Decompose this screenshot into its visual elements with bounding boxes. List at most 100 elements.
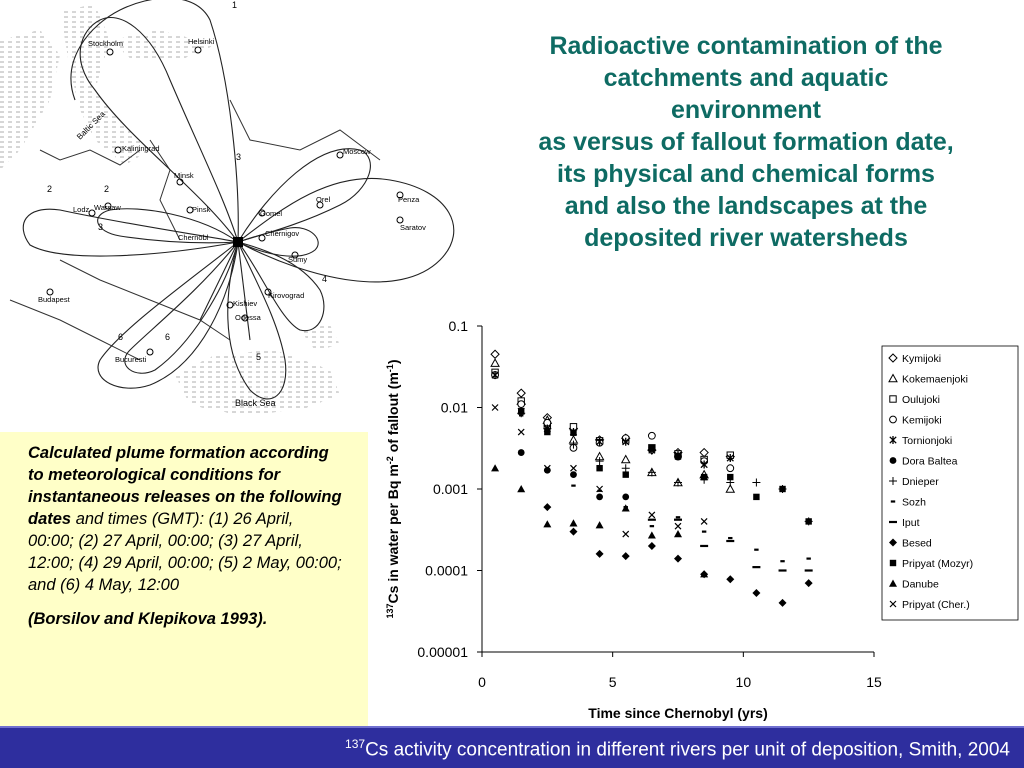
data-point (805, 518, 812, 525)
y-label-superscript: -2 (385, 456, 395, 464)
data-point (752, 588, 761, 597)
plume-number-6b: 6 (165, 332, 170, 342)
y-label-superscript: -1 (385, 364, 395, 372)
title-line: as versus of fallout formation date, (538, 128, 954, 156)
city-penza: Penza (398, 195, 420, 204)
data-point (622, 471, 629, 478)
plume-6-outer (97, 241, 239, 389)
data-point (753, 493, 760, 501)
data-point (544, 428, 551, 436)
data-point (517, 485, 526, 493)
plume-center-line (237, 241, 251, 341)
legend-marker (889, 579, 897, 587)
city-chernobl: Chernobl (178, 233, 209, 242)
legend-label: Danube (902, 579, 939, 591)
y-tick-label: 0.01 (441, 400, 468, 416)
data-point (517, 449, 525, 456)
data-point (517, 428, 525, 436)
city-saratov: Saratov (400, 223, 426, 232)
plume-5 (227, 241, 287, 400)
data-point (516, 388, 526, 398)
data-point (726, 464, 735, 473)
plume-map: Stockholm Helsinki Baltic Sea Kaliningra… (0, 0, 470, 432)
data-point (725, 483, 736, 493)
data-point (491, 404, 499, 411)
data-point (543, 464, 551, 472)
data-point (647, 531, 656, 539)
x-tick-label: 5 (609, 674, 617, 690)
black-sea-area (175, 350, 340, 415)
y-label-part: of fallout (m (385, 372, 401, 456)
legend-label: Kemijoki (902, 415, 942, 427)
footer-superscript: 137 (345, 737, 366, 751)
sea-label-black: Black Sea (235, 398, 276, 408)
city-kaliningrad: Kaliningrad (122, 144, 160, 153)
coastline (39, 149, 141, 166)
legend-marker (888, 373, 898, 383)
legend-marker (889, 559, 897, 567)
plume-number-4: 4 (322, 274, 327, 284)
data-point (596, 485, 604, 493)
slide-title: Radioactive contamination of the catchme… (476, 30, 1016, 254)
chernobyl-source-marker (233, 237, 243, 247)
legend-marker (889, 415, 897, 424)
y-tick-label: 0.00001 (417, 644, 468, 660)
x-tick-label: 10 (736, 674, 752, 690)
city-moscow: Moscow (343, 147, 371, 156)
legend-marker (889, 436, 897, 444)
legend-marker (889, 538, 897, 547)
border-line-4 (9, 299, 141, 361)
legend-label: Tornionjoki (902, 435, 952, 447)
legend-label: Dnieper (902, 476, 939, 488)
data-point (674, 530, 682, 538)
plume-4 (237, 241, 325, 332)
y-label-part: ) (385, 360, 401, 365)
city-helsinki: Helsinki (188, 37, 215, 46)
north-sea-area (0, 30, 60, 170)
data-point (621, 552, 630, 561)
city-lodz: Lodz (73, 205, 90, 214)
map-caption: Calculated plume formation according to … (0, 432, 368, 726)
data-point (674, 554, 682, 563)
city-orel: Orel (316, 195, 331, 204)
x-axis-label: Time since Chernobyl (yrs) (588, 705, 767, 721)
border-line (149, 139, 181, 241)
caption-bold: Calculated plume formation according to … (28, 444, 342, 528)
plume-4-inner (237, 227, 319, 257)
data-point (778, 598, 787, 607)
x-tick-label: 0 (478, 674, 486, 690)
data-point (543, 466, 551, 474)
plume-6 (124, 241, 239, 374)
data-point (804, 579, 813, 588)
data-point (622, 437, 630, 446)
city-kishiev: Kishiev (233, 299, 257, 308)
legend-marker (889, 457, 897, 464)
plume-3 (237, 178, 455, 283)
city-chernigov: Chernigov (265, 229, 299, 238)
caption-rest: and times (GMT): (1) 26 April, 00:00; (2… (28, 510, 342, 594)
legend-label: Kokemaenjoki (902, 374, 968, 386)
title-line: Radioactive contamination of the (549, 32, 943, 60)
gulf-area (110, 30, 215, 60)
data-point (752, 478, 761, 487)
footer-bar: 137Cs activity concentration in differen… (0, 726, 1024, 768)
data-point (726, 575, 735, 584)
data-point (779, 485, 786, 493)
plume-number-3b: 3 (98, 222, 103, 232)
city-pinsk: Pinsk (192, 205, 211, 214)
sea-of-azov-area (300, 325, 340, 350)
data-point (674, 478, 682, 487)
data-point (596, 464, 603, 472)
data-point (570, 464, 577, 472)
x-tick-label: 15 (866, 674, 882, 690)
data-point (674, 522, 682, 530)
data-point (569, 527, 578, 536)
data-point (700, 473, 708, 481)
city-warsaw: Warsaw (94, 203, 121, 212)
data-point (674, 453, 682, 460)
plume-3-inner (237, 148, 371, 243)
data-point (622, 493, 630, 501)
city-budapest: Budapest (38, 295, 71, 304)
data-point (622, 530, 630, 538)
data-point (517, 400, 526, 409)
